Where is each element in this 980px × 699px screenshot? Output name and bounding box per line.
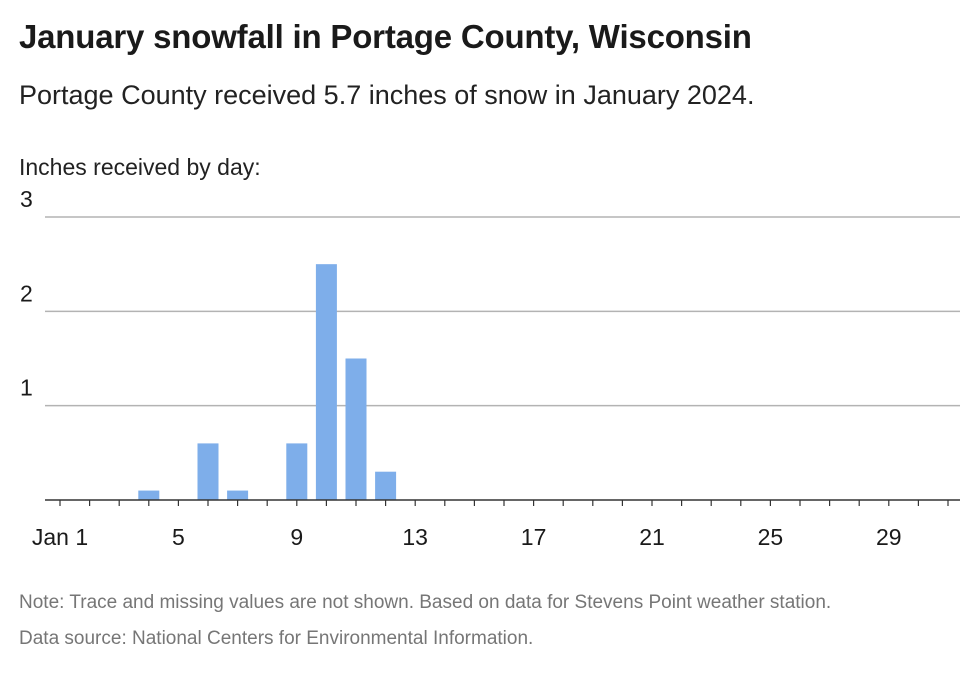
chart-subtitle: Portage County received 5.7 inches of sn…: [19, 80, 755, 110]
chart-notes: Note: Trace and missing values are not s…: [19, 590, 959, 662]
x-axis: Jan 1 5 9 13 17 21 25 29: [32, 499, 960, 550]
bar-day-9: [286, 443, 308, 500]
x-tick-label: 9: [290, 524, 303, 550]
y-axis-label: Inches received by day:: [19, 154, 261, 180]
bar-day-6: [197, 443, 219, 500]
x-tick-label: 21: [639, 524, 665, 550]
y-axis-ticks: 1 2 3: [20, 190, 33, 401]
bars: [138, 264, 397, 500]
bar-day-12: [375, 471, 397, 500]
y-tick-label: 3: [20, 190, 33, 212]
bar-day-10: [315, 264, 337, 500]
chart-title: January snowfall in Portage County, Wisc…: [19, 18, 752, 55]
gridlines: [45, 216, 960, 407]
data-source: Data source: National Centers for Enviro…: [19, 628, 534, 649]
bar-day-7: [227, 490, 249, 500]
bar-day-4: [138, 490, 160, 500]
x-tick-label: 13: [402, 524, 428, 550]
footnote: Note: Trace and missing values are not s…: [19, 592, 832, 613]
bar-day-11: [345, 358, 367, 500]
x-tick-label: 25: [758, 524, 784, 550]
x-tick-label: Jan 1: [32, 524, 88, 550]
x-tick-label: 17: [521, 524, 547, 550]
y-tick-label: 2: [20, 280, 33, 306]
snowfall-bar-chart: Jan 1 5 9 13 17 21 25 29 1 2 3: [20, 190, 960, 550]
x-tick-label: 29: [876, 524, 902, 550]
x-tick-label: 5: [172, 524, 185, 550]
y-tick-label: 1: [20, 375, 33, 401]
